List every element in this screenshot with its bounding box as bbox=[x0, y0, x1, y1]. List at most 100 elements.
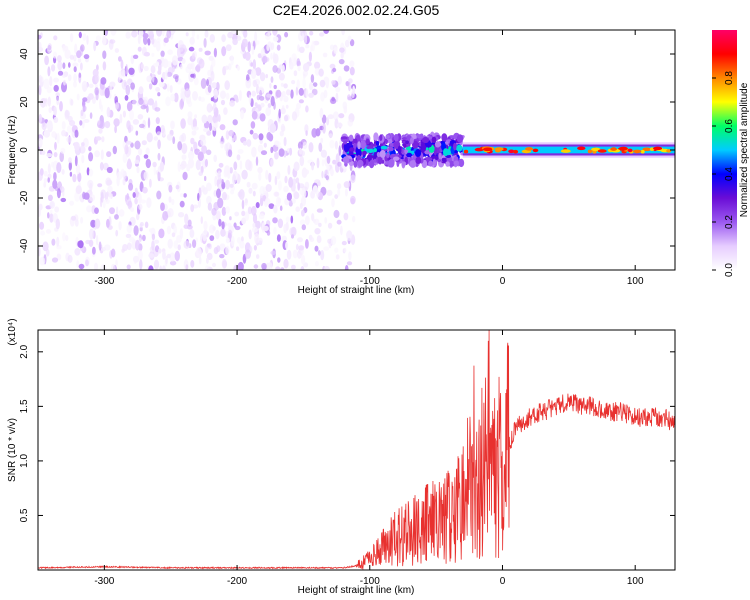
heatmap-noise-blob bbox=[89, 194, 96, 202]
heatmap-noise-blob bbox=[252, 79, 257, 88]
heatmap-signal-blob bbox=[422, 136, 430, 144]
snr-y-tick-label: 2.0 bbox=[19, 344, 30, 358]
snr-y-tick-label: 1.5 bbox=[19, 399, 30, 413]
heatmap-noise-blob bbox=[275, 266, 281, 270]
heatmap-noise-blob bbox=[57, 70, 64, 76]
heatmap-noise-blob bbox=[352, 215, 356, 223]
heatmap-noise-blob bbox=[212, 226, 216, 231]
heatmap-signal-blob bbox=[405, 146, 412, 151]
heatmap-noise-blob bbox=[263, 142, 267, 148]
heatmap-noise-blob bbox=[212, 262, 216, 268]
heatmap-noise-blob bbox=[202, 233, 207, 242]
heatmap-signal-blob bbox=[453, 160, 460, 166]
heatmap-x-tick-label: -200 bbox=[227, 276, 247, 287]
heatmap-noise-blob bbox=[261, 262, 267, 270]
heatmap-noise-blob bbox=[106, 218, 110, 228]
heatmap-noise-blob bbox=[268, 203, 275, 210]
heatmap-noise-blob bbox=[173, 92, 179, 103]
heatmap-noise-blob bbox=[83, 119, 90, 123]
heatmap-noise-blob bbox=[39, 168, 44, 176]
heatmap-noise-blob bbox=[190, 137, 195, 145]
heatmap-noise-blob bbox=[313, 218, 320, 225]
heatmap-noise-blob bbox=[248, 187, 253, 194]
heatmap-noise-blob bbox=[125, 64, 128, 75]
heatmap-noise-blob bbox=[270, 95, 275, 107]
heatmap-noise-blob bbox=[140, 63, 145, 69]
heatmap-noise-blob bbox=[129, 109, 135, 121]
heatmap-noise-blob bbox=[243, 30, 248, 38]
heatmap-noise-blob bbox=[200, 97, 205, 102]
heatmap-noise-blob bbox=[308, 142, 314, 153]
heatmap-noise-blob bbox=[211, 82, 218, 89]
heatmap-noise-blob bbox=[297, 237, 303, 243]
heatmap-noise-blob bbox=[220, 141, 224, 149]
heatmap-noise-blob bbox=[95, 234, 99, 246]
heatmap-noise-blob bbox=[206, 182, 212, 192]
heatmap-signal-blob bbox=[410, 137, 414, 145]
heatmap-noise-blob bbox=[290, 215, 294, 224]
heatmap-noise-blob bbox=[118, 70, 123, 81]
heatmap-noise-blob bbox=[237, 149, 244, 154]
heatmap-noise-blob bbox=[102, 61, 107, 71]
heatmap-noise-blob bbox=[195, 159, 201, 171]
heatmap-noise-blob bbox=[208, 243, 212, 250]
heatmap-noise-blob bbox=[291, 264, 296, 270]
heatmap-noise-blob bbox=[156, 131, 162, 137]
heatmap-noise-blob bbox=[248, 94, 252, 104]
heatmap-noise-blob bbox=[319, 32, 325, 37]
heatmap-noise-blob bbox=[331, 96, 336, 102]
heatmap-noise-blob bbox=[333, 111, 339, 121]
heatmap-noise-blob bbox=[221, 206, 227, 216]
heatmap-noise-blob bbox=[158, 82, 165, 88]
heatmap-noise-blob bbox=[57, 55, 62, 63]
heatmap-noise-blob bbox=[225, 130, 230, 140]
heatmap-noise-blob bbox=[277, 218, 284, 229]
heatmap-noise-blob bbox=[47, 177, 50, 183]
heatmap-noise-blob bbox=[102, 199, 106, 209]
heatmap-noise-blob bbox=[276, 234, 281, 242]
heatmap-noise-blob bbox=[187, 116, 193, 126]
heatmap-noise-blob bbox=[216, 188, 221, 199]
figure-title: C2E4.2026.002.02.24.G05 bbox=[273, 2, 440, 18]
heatmap-noise-blob bbox=[89, 182, 93, 192]
heatmap-noise-blob bbox=[305, 130, 308, 137]
heatmap-noise-blob bbox=[233, 161, 238, 171]
heatmap-noise-blob bbox=[221, 46, 227, 57]
heatmap-noise-blob bbox=[258, 172, 262, 181]
heatmap-noise-blob bbox=[266, 93, 273, 98]
heatmap-band-peak bbox=[483, 147, 493, 152]
heatmap-noise-blob bbox=[293, 161, 300, 172]
heatmap-noise-blob bbox=[151, 37, 155, 45]
heatmap-noise-blob bbox=[255, 202, 260, 209]
heatmap-noise-blob bbox=[190, 73, 195, 78]
heatmap-noise-blob bbox=[298, 245, 305, 251]
heatmap-noise-blob bbox=[332, 160, 337, 165]
heatmap-noise-blob bbox=[46, 120, 53, 130]
heatmap-signal-blob bbox=[424, 150, 431, 155]
heatmap-noise-blob bbox=[100, 149, 104, 160]
heatmap-noise-blob bbox=[323, 265, 330, 270]
heatmap-noise-blob bbox=[158, 228, 165, 239]
heatmap-noise-blob bbox=[55, 218, 60, 230]
heatmap-noise-blob bbox=[320, 250, 325, 261]
heatmap-noise-blob bbox=[190, 260, 195, 268]
heatmap-noise-blob bbox=[256, 254, 260, 259]
heatmap-noise-blob bbox=[143, 171, 149, 181]
heatmap-noise-blob bbox=[285, 89, 291, 96]
heatmap-noise-blob bbox=[143, 65, 149, 72]
heatmap-noise-blob bbox=[236, 246, 240, 251]
heatmap-noise-blob bbox=[214, 121, 219, 129]
heatmap-noise-blob bbox=[203, 220, 208, 231]
heatmap-noise-blob bbox=[229, 167, 233, 174]
heatmap-noise-blob bbox=[344, 188, 348, 197]
heatmap-noise-blob bbox=[296, 102, 302, 110]
heatmap-noise-blob bbox=[340, 52, 344, 59]
heatmap-noise-blob bbox=[188, 158, 194, 169]
heatmap-noise-blob bbox=[296, 79, 300, 89]
heatmap-noise-blob bbox=[189, 36, 195, 45]
heatmap-noise-blob bbox=[62, 232, 66, 242]
heatmap-noise-blob bbox=[80, 109, 84, 117]
colorbar-gradient bbox=[712, 30, 737, 270]
heatmap-noise-blob bbox=[43, 78, 50, 90]
heatmap-noise-blob bbox=[333, 46, 338, 55]
